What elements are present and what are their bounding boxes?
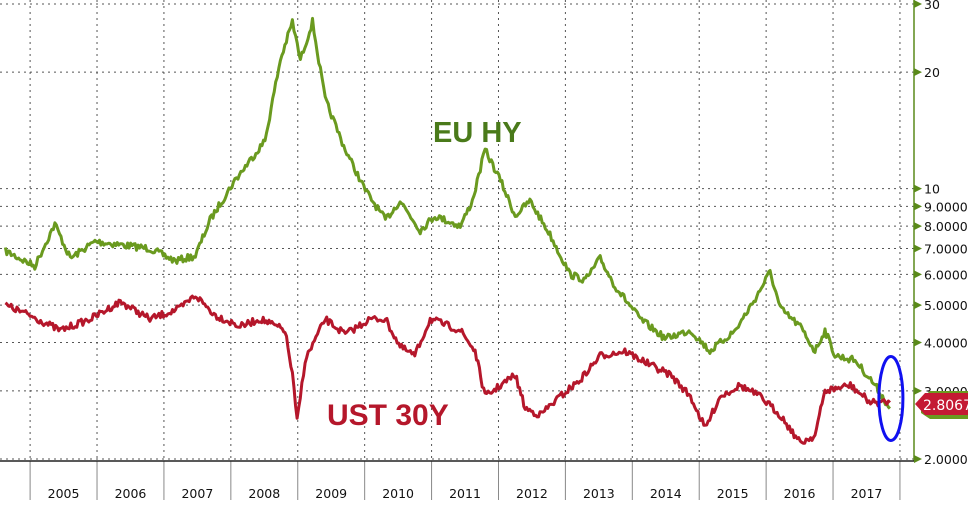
y-tick-label: 5.0000: [924, 298, 968, 313]
label-ust-30y: UST 30Y: [327, 399, 449, 432]
y-axis: 30 20 10 9.0000 8.0000 7.0000 6.0000 5.0000 4.00…: [913, 0, 968, 467]
last-value-label: 2.8067: [923, 398, 968, 414]
y-tick-mark: [914, 338, 922, 347]
y-tick-mark: [914, 68, 922, 77]
x-tick-label: 2009: [315, 486, 347, 501]
x-tick-label: 2017: [851, 486, 883, 501]
x-tick-label: 2006: [115, 486, 147, 501]
y-tick-mark: [914, 222, 922, 231]
y-tick-mark: [914, 386, 922, 395]
y-tick-label: 7.0000: [924, 242, 968, 257]
x-tick-label: 2007: [181, 486, 213, 501]
y-tick-mark: [914, 0, 922, 9]
y-tick-label: 2.0000: [924, 452, 968, 467]
x-tick-label: 2010: [382, 486, 414, 501]
y-tick-label: 10: [924, 182, 940, 197]
x-tick-label: 2008: [248, 486, 280, 501]
series-line-eu-hy: [3, 16, 891, 410]
y-tick-label: 30: [924, 0, 940, 12]
y-tick-mark: [914, 202, 922, 211]
y-tick-label: 9.0000: [924, 199, 968, 214]
x-tick-label: 2011: [449, 486, 481, 501]
x-tick-label: 2013: [583, 486, 615, 501]
y-tick-label: 6.0000: [924, 267, 968, 282]
x-tick-label: 2016: [784, 486, 816, 501]
last-value-tag: 2.8067: [915, 391, 968, 419]
y-tick-mark: [914, 455, 922, 463]
x-tick-label: 2012: [516, 486, 548, 501]
last-value-tag-background: [915, 393, 968, 415]
x-axis: 2005 2006 2007 2008 2009 2010 2011 2012 2013 2014…: [0, 460, 914, 501]
y-tick-label: 4.0000: [924, 336, 968, 351]
grid: [0, 0, 914, 461]
series-line-ust-30y: [4, 294, 891, 445]
x-tick-label: 2015: [717, 486, 749, 501]
label-eu-hy: EU HY: [433, 117, 522, 149]
y-tick-mark: [914, 270, 922, 279]
y-tick-mark: [914, 184, 922, 193]
series-lines: [3, 16, 891, 445]
y-tick-mark: [914, 244, 922, 253]
y-tick-label: 8.0000: [924, 219, 968, 234]
x-tick-label: 2005: [48, 486, 80, 501]
y-tick-label: 20: [924, 65, 940, 80]
y-tick-mark: [914, 301, 922, 310]
x-tick-label: 2014: [650, 486, 682, 501]
highlight-ellipse: [877, 354, 905, 442]
